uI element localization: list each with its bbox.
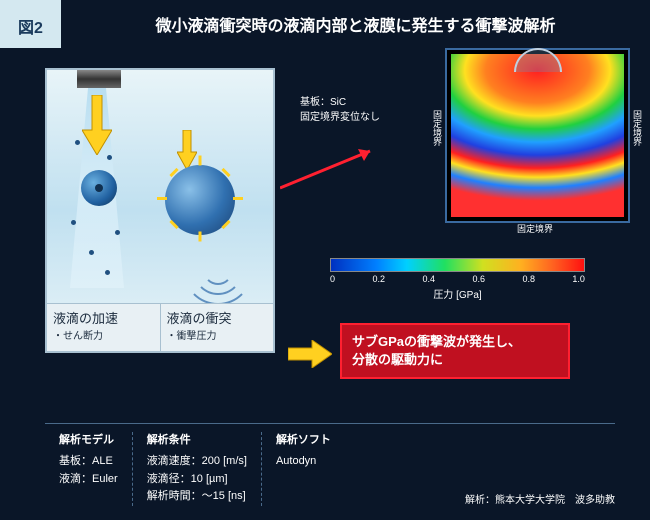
divider [45,423,615,424]
burst-ray [169,220,178,229]
simulation-heatmap [451,54,624,217]
arrow-yellow-icon [288,340,332,373]
particle-dot [107,155,112,160]
substrate-line: 基板：SiC [300,93,380,108]
tick: 0.4 [422,274,435,284]
burst-ray [199,156,202,166]
ripple-graphic [171,249,265,299]
substrate-line: 固定境界変位なし [300,108,380,123]
colorbar-label: 圧力 [GPa] [330,286,585,301]
panel-label-row: 液滴の加速 ・せん断力 液滴の衝突 ・衝撃圧力 [47,303,273,351]
burst-ray [233,197,243,200]
main-content: 液滴の加速 ・せん断力 液滴の衝突 ・衝撃圧力 基板：SiC 固定境界変位なし … [0,48,650,408]
burst-ray [221,220,230,229]
colorbar-gradient [330,258,585,272]
footer: 解析モデル 基板：ALE 液滴：Euler 解析条件 液滴速度：200 [m/s… [0,413,650,520]
col-head: 解析条件 [147,432,247,450]
callout-line: 分散の駆動力に [352,351,558,369]
label-sub: ・せん断力 [53,327,154,342]
footer-col-conditions: 解析条件 液滴速度：200 [m/s] 液滴径：10 [µm] 解析時間：～15… [133,432,262,506]
boundary-label-bottom: 固定境界 [517,222,553,235]
col-line: Autodyn [276,453,331,471]
burst-ray [221,168,230,177]
droplet-large-graphic [165,165,235,235]
boundary-label-left: 固定境界 [431,110,444,146]
boundary-label-right: 固定境界 [631,110,644,146]
credit-text: 解析：熊本大学大学院 波多助教 [465,491,615,506]
panel-label-right: 液滴の衝突 ・衝撃圧力 [161,303,274,351]
figure-title: 微小液滴衝突時の液滴内部と液膜に発生する衝撃波解析 [61,0,650,48]
tick: 0.8 [522,274,535,284]
label-title: 液滴の衝突 [167,308,268,327]
colorbar: 0 0.2 0.4 0.6 0.8 1.0 圧力 [GPa] [330,258,585,301]
label-title: 液滴の加速 [53,308,154,327]
col-head: 解析ソフト [276,432,331,450]
illustration-panel: 液滴の加速 ・せん断力 液滴の衝突 ・衝撃圧力 [45,68,275,353]
header: 図2 微小液滴衝突時の液滴内部と液膜に発生する衝撃波解析 [0,0,650,48]
droplet-graphic [81,170,117,206]
panel-label-left: 液滴の加速 ・せん断力 [47,303,161,351]
colorbar-ticks: 0 0.2 0.4 0.6 0.8 1.0 [330,274,585,284]
col-line: 液滴：Euler [59,471,118,489]
burst-ray [169,168,178,177]
particle-dot [71,220,76,225]
col-line: 液滴径：10 [µm] [147,471,247,489]
callout-box: サブGPaの衝撃波が発生し、 分散の駆動力に [340,323,570,379]
footer-col-software: 解析ソフト Autodyn [262,432,345,506]
tick: 0.2 [372,274,385,284]
col-line: 基板：ALE [59,453,118,471]
arrow-red-icon [280,143,390,198]
tick: 0 [330,274,335,284]
col-line: 液滴速度：200 [m/s] [147,453,247,471]
particle-dot [89,250,94,255]
callout-line: サブGPaの衝撃波が発生し、 [352,333,558,351]
tick: 0.6 [472,274,485,284]
label-sub: ・衝撃圧力 [167,327,268,342]
col-head: 解析モデル [59,432,118,450]
nozzle-graphic [77,70,121,88]
substrate-label: 基板：SiC 固定境界変位なし [300,93,380,123]
figure-label: 図2 [0,0,61,48]
burst-ray [157,197,167,200]
col-line: 解析時間：～15 [ns] [147,488,247,506]
simulation-image: 固定境界 固定境界 固定境界 [445,48,630,223]
particle-dot [75,140,80,145]
particle-dot [105,270,110,275]
tick: 1.0 [572,274,585,284]
particle-dot [115,230,120,235]
footer-col-model: 解析モデル 基板：ALE 液滴：Euler [45,432,133,506]
simulation-dome [514,48,562,72]
